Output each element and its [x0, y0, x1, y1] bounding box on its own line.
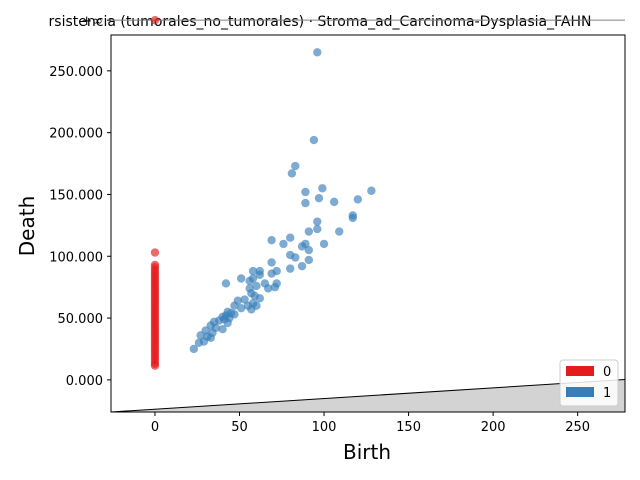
point-series-1 [301, 198, 310, 208]
x-tick-label: 150 [396, 420, 421, 435]
x-tick-label: 100 [312, 420, 337, 435]
legend-swatch-0 [566, 366, 594, 376]
plot-area [110, 19, 626, 413]
point-series-1 [248, 266, 258, 276]
data-points [150, 15, 376, 370]
point-series-1 [304, 255, 314, 265]
point-series-1 [291, 161, 300, 171]
point-series-1 [252, 281, 261, 291]
x-axis-label: Birth [343, 440, 391, 464]
legend-label-0: 0 [603, 365, 611, 380]
x-tick-label: 250 [565, 420, 590, 435]
x-axis-ticks: 0 50 100 150 200 250 [151, 412, 590, 435]
y-tick-label: 0.000 [66, 374, 103, 389]
point-series-1 [264, 284, 273, 293]
point-series-1 [255, 294, 264, 303]
point-series-1 [319, 239, 329, 249]
point-series-1 [247, 305, 256, 314]
point-series-1 [267, 258, 276, 267]
point-series-1 [286, 233, 295, 242]
point-series-0 [150, 361, 160, 370]
point-series-0 [150, 15, 160, 25]
point-series-1 [279, 239, 288, 249]
x-tick-label: 200 [481, 420, 506, 435]
point-series-1 [218, 324, 227, 334]
y-tick-label: 250.000 [49, 65, 103, 80]
point-series-1 [314, 193, 324, 203]
x-tick-label: 50 [231, 420, 248, 435]
point-series-1 [318, 184, 327, 193]
y-tick-label: 100.000 [49, 250, 103, 265]
point-series-1 [221, 279, 231, 288]
point-series-1 [240, 295, 249, 304]
y-tick-label: 50.000 [58, 312, 104, 327]
point-series-1 [304, 227, 314, 236]
legend-swatch-1 [566, 387, 594, 397]
legend: 0 1 [559, 359, 619, 407]
y-axis-ticks: 0.000 50.000 100.000 150.000 200.000 250.000 +… [49, 14, 111, 389]
point-series-1 [255, 270, 264, 279]
diagonal-line [110, 379, 626, 413]
point-series-1 [286, 264, 295, 273]
point-series-1 [291, 253, 300, 262]
point-series-1 [297, 242, 307, 251]
point-series-1 [313, 224, 322, 234]
point-series-0 [150, 248, 160, 257]
point-series-1 [236, 274, 246, 283]
chart-title: rsistencia (tumorales_no_tumorales) · St… [49, 14, 592, 30]
point-series-1 [309, 135, 319, 145]
point-series-1 [301, 187, 310, 197]
point-series-1 [287, 169, 297, 178]
point-series-1 [348, 213, 357, 223]
y-axis-label: Death [15, 196, 39, 256]
y-tick-label: 200.000 [49, 127, 103, 142]
point-series-1 [206, 333, 215, 343]
point-series-1 [353, 195, 363, 204]
y-tick-label-infinity: +∞ [81, 14, 103, 29]
point-series-1 [267, 235, 276, 245]
y-tick-label: 150.000 [49, 188, 103, 203]
point-series-1 [272, 279, 281, 288]
point-series-1 [267, 269, 276, 278]
point-series-1 [304, 245, 314, 255]
point-series-1 [194, 338, 204, 347]
point-series-1 [335, 227, 344, 236]
point-series-1 [223, 318, 232, 328]
point-series-1 [230, 301, 239, 310]
point-series-1 [196, 331, 205, 340]
x-tick-label: 0 [151, 420, 159, 435]
legend-label-1: 1 [603, 386, 611, 401]
point-series-1 [297, 261, 307, 271]
axes-frame [110, 34, 626, 413]
point-series-1 [245, 276, 254, 286]
point-series-1 [236, 303, 246, 313]
point-series-1 [313, 217, 322, 226]
point-series-1 [329, 197, 339, 207]
point-series-1 [367, 186, 376, 195]
point-series-1 [189, 344, 199, 354]
point-series-1 [313, 48, 322, 57]
